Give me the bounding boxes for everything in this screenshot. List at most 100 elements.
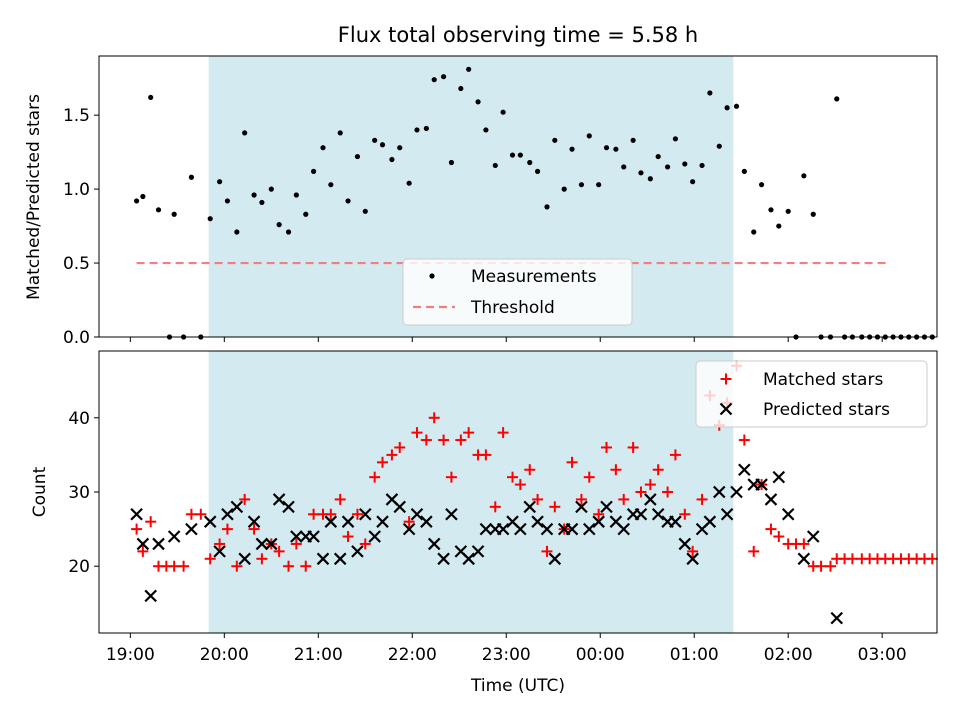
matched-star-point: [369, 471, 381, 483]
matched-star-point: [394, 441, 406, 453]
matched-star-point: [507, 471, 519, 483]
measurement-point: [578, 182, 585, 188]
measurement-point: [733, 103, 740, 109]
matched-star-point: [532, 493, 544, 505]
measurement-point: [406, 180, 412, 186]
measurement-point: [500, 109, 506, 115]
measurement-point: [509, 152, 516, 158]
matched-star-point: [773, 531, 785, 543]
matched-star-point: [428, 412, 440, 424]
predicted-star-point: [669, 515, 682, 528]
predicted-star-point: [600, 500, 613, 514]
matched-star-point: [455, 434, 467, 446]
predicted-star-point: [144, 589, 157, 603]
measurement-point: [345, 198, 351, 204]
measurement-point: [758, 182, 765, 188]
matched-star-point: [308, 508, 320, 520]
measurement-point: [552, 137, 558, 143]
measurement-point: [362, 208, 368, 214]
measurement-point: [810, 211, 816, 217]
predicted-star-point: [523, 500, 537, 514]
measurement-point: [293, 192, 299, 198]
measurement-point: [337, 130, 343, 136]
predicted-star-point: [265, 537, 278, 551]
measurement-point: [707, 90, 713, 96]
matched-star-point: [377, 456, 389, 468]
legend-predicted-marker: [719, 402, 733, 416]
predicted-star-point: [420, 515, 433, 528]
measurement-point: [682, 161, 688, 167]
measurement-point: [561, 186, 567, 192]
bottom-y-axis-label: Count: [30, 466, 50, 517]
predicted-star-point: [514, 522, 527, 536]
measurement-point: [647, 176, 653, 182]
predicted-star-point: [341, 515, 355, 528]
predicted-star-point: [462, 552, 475, 566]
predicted-star-point: [221, 507, 234, 521]
measurement-point: [475, 99, 481, 105]
predicted-star-point: [136, 537, 150, 551]
bottom-legend: Matched stars Predicted stars: [695, 360, 928, 428]
predicted-star-point: [720, 507, 734, 521]
measurement-point: [217, 179, 223, 185]
matched-star-point: [300, 560, 312, 572]
measurement-point: [285, 229, 292, 235]
measurement-point: [414, 127, 420, 133]
matched-star-point: [463, 427, 475, 439]
predicted-star-point: [730, 485, 743, 499]
x-tick-label: 20:00: [200, 645, 249, 665]
matched-star-point: [662, 486, 674, 498]
measurement-point: [431, 77, 437, 83]
matched-star-point: [480, 449, 492, 461]
bottom-y-tick-label: 20: [68, 557, 90, 577]
predicted-star-point: [445, 507, 458, 521]
predicted-star-point: [213, 545, 226, 558]
matched-star-point: [549, 501, 561, 513]
measurement-point: [664, 164, 671, 170]
predicted-star-point: [644, 493, 657, 506]
predicted-star-point: [167, 530, 181, 543]
matched-star-point: [195, 508, 207, 520]
predicted-star-point: [531, 515, 544, 528]
predicted-star-point: [496, 522, 510, 536]
predicted-star-point: [565, 522, 579, 536]
measurement-point: [310, 168, 317, 174]
measurement-point: [423, 125, 429, 132]
measurement-point: [716, 143, 722, 149]
x-tick-label: 01:00: [670, 645, 719, 665]
predicted-star-point: [351, 545, 364, 558]
measurement-point: [397, 145, 403, 151]
predicted-star-point: [393, 500, 407, 514]
measurement-point: [276, 222, 282, 228]
measurement-point: [768, 207, 774, 213]
top-y-axis-label: Matched/Predicted stars: [24, 94, 44, 300]
top-legend-box: [402, 258, 633, 326]
matched-star-point: [748, 545, 760, 557]
predicted-star-point: [238, 552, 251, 566]
measurement-point: [320, 145, 326, 151]
x-tick-label: 19:00: [106, 645, 155, 665]
matched-star-point: [334, 493, 346, 505]
predicted-star-point: [359, 507, 372, 521]
matched-star-point: [342, 531, 354, 543]
predicted-star-point: [316, 552, 330, 566]
measurement-point: [741, 168, 747, 174]
measurement-point: [596, 182, 602, 188]
x-tick-label: 03:00: [858, 645, 907, 665]
measurement-point: [171, 211, 177, 217]
predicted-star-point: [368, 530, 381, 543]
matched-star-point: [627, 441, 639, 453]
measurement-point: [148, 94, 154, 101]
x-axis-label: Time (UTC): [470, 676, 565, 696]
measurement-point: [534, 168, 541, 174]
measurement-point: [389, 156, 395, 163]
measurement-point: [690, 179, 696, 185]
measurement-point: [672, 136, 679, 142]
top-y-tick-label: 1.0: [63, 180, 90, 200]
figure-title: Flux total observing time = 5.58 h: [338, 23, 698, 47]
matched-star-point: [610, 464, 622, 476]
matched-star-point: [359, 538, 371, 550]
measurement-point: [379, 142, 386, 148]
predicted-star-point: [479, 522, 493, 536]
predicted-star-point: [703, 515, 717, 528]
